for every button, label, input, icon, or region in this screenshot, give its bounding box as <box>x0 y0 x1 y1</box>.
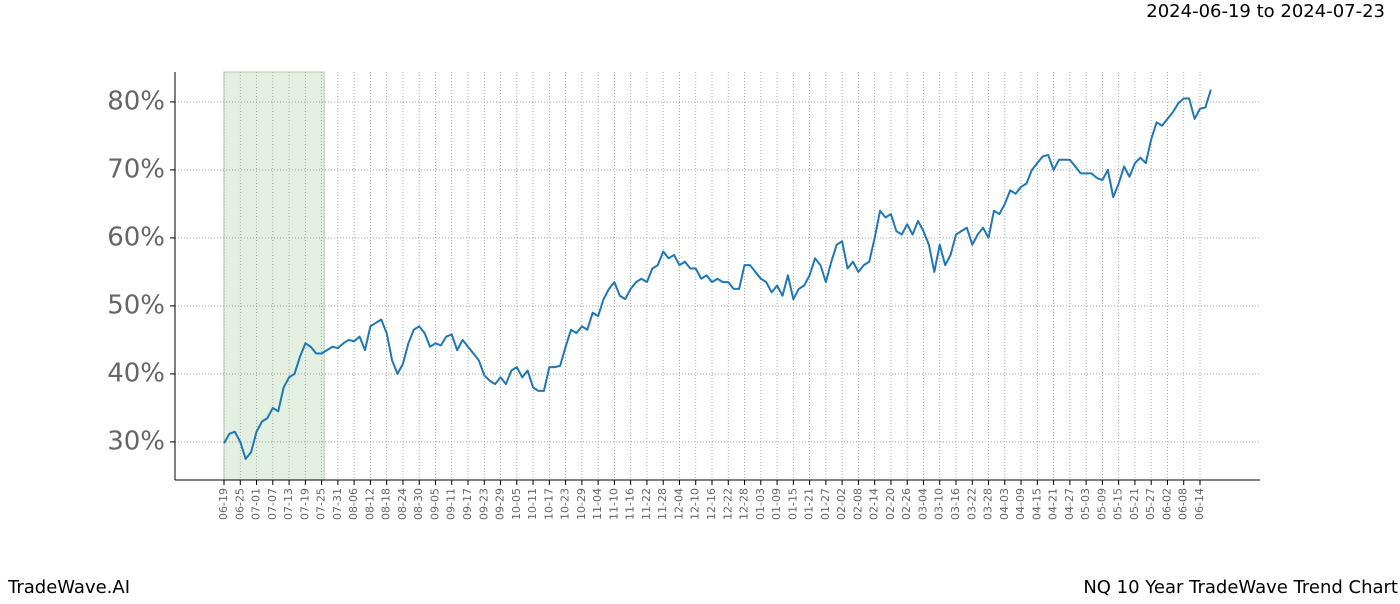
x-tick-label: 08-18 <box>380 488 393 520</box>
x-tick-label: 06-02 <box>1160 488 1173 520</box>
x-tick-label: 05-27 <box>1144 488 1157 520</box>
x-tick-label: 02-02 <box>835 488 848 520</box>
x-tick-label: 11-04 <box>591 488 604 520</box>
y-tick-label: 60% <box>107 222 165 252</box>
x-tick-label: 07-01 <box>250 488 263 520</box>
x-tick-label: 07-07 <box>266 488 279 520</box>
x-tick-label: 03-28 <box>982 488 995 520</box>
y-tick-label: 50% <box>107 290 165 320</box>
x-tick-label: 10-11 <box>526 488 539 520</box>
x-tick-label: 12-22 <box>721 488 734 520</box>
x-tick-label: 04-15 <box>1030 488 1043 520</box>
x-tick-label: 07-25 <box>315 488 328 520</box>
x-tick-label: 05-15 <box>1112 488 1125 520</box>
x-tick-label: 06-19 <box>217 488 230 520</box>
x-tick-label: 01-09 <box>770 488 783 520</box>
x-tick-label: 03-04 <box>916 488 929 520</box>
x-tick-label: 08-06 <box>347 488 360 520</box>
x-tick-label: 04-21 <box>1047 488 1060 520</box>
x-tick-label: 07-19 <box>298 488 311 520</box>
x-tick-label: 08-24 <box>396 488 409 520</box>
x-tick-label: 11-10 <box>607 488 620 520</box>
x-tick-label: 01-21 <box>803 488 816 520</box>
y-tick-label: 40% <box>107 358 165 388</box>
trend-line <box>223 89 1212 460</box>
x-tick-label: 12-04 <box>672 488 685 520</box>
x-tick-label: 08-12 <box>363 488 376 520</box>
x-tick-label: 02-08 <box>851 488 864 520</box>
x-tick-label: 07-31 <box>331 488 344 520</box>
x-tick-label: 11-28 <box>656 488 669 520</box>
x-tick-label: 11-16 <box>624 488 637 520</box>
x-tick-label: 06-08 <box>1177 488 1190 520</box>
x-tick-label: 01-27 <box>819 488 832 520</box>
x-tick-label: 05-21 <box>1128 488 1141 520</box>
x-tick-label: 02-26 <box>900 488 913 520</box>
x-tick-label: 08-30 <box>412 488 425 520</box>
x-tick-label: 11-22 <box>640 488 653 520</box>
x-tick-label: 12-10 <box>689 488 702 520</box>
y-tick-label: 80% <box>107 86 165 116</box>
x-tick-label: 12-28 <box>738 488 751 520</box>
x-tick-label: 07-13 <box>282 488 295 520</box>
footer-left: TradeWave.AI <box>7 577 130 598</box>
y-tick-label: 30% <box>107 426 165 456</box>
x-tick-label: 12-16 <box>705 488 718 520</box>
x-tick-label: 06-25 <box>233 488 246 520</box>
x-tick-label: 02-14 <box>868 488 881 520</box>
x-tick-label: 05-03 <box>1079 488 1092 520</box>
x-tick-label: 05-09 <box>1095 488 1108 520</box>
x-tick-label: 01-15 <box>786 488 799 520</box>
y-tick-label: 70% <box>107 154 165 184</box>
x-tick-label: 09-11 <box>445 488 458 520</box>
x-tick-label: 04-09 <box>1014 488 1027 520</box>
x-tick-label: 03-10 <box>933 488 946 520</box>
x-tick-label: 01-03 <box>754 488 767 520</box>
chart-title: 2024-06-19 to 2024-07-23 <box>1146 1 1385 22</box>
x-tick-label: 09-05 <box>428 488 441 520</box>
x-tick-label: 06-14 <box>1193 488 1206 520</box>
x-tick-label: 10-23 <box>559 488 572 520</box>
x-tick-label: 09-29 <box>494 488 507 520</box>
x-tick-label: 04-03 <box>998 488 1011 520</box>
x-tick-label: 04-27 <box>1063 488 1076 520</box>
x-tick-label: 10-29 <box>575 488 588 520</box>
x-tick-label: 02-20 <box>884 488 897 520</box>
footer-right: NQ 10 Year TradeWave Trend Chart <box>1083 577 1398 598</box>
x-tick-label: 09-23 <box>477 488 490 520</box>
x-tick-label: 10-05 <box>510 488 523 520</box>
shaded-span <box>223 71 325 481</box>
x-tick-label: 03-22 <box>965 488 978 520</box>
x-tick-label: 03-16 <box>949 488 962 520</box>
x-tick-label: 10-17 <box>542 488 555 520</box>
x-tick-label: 09-17 <box>461 488 474 520</box>
